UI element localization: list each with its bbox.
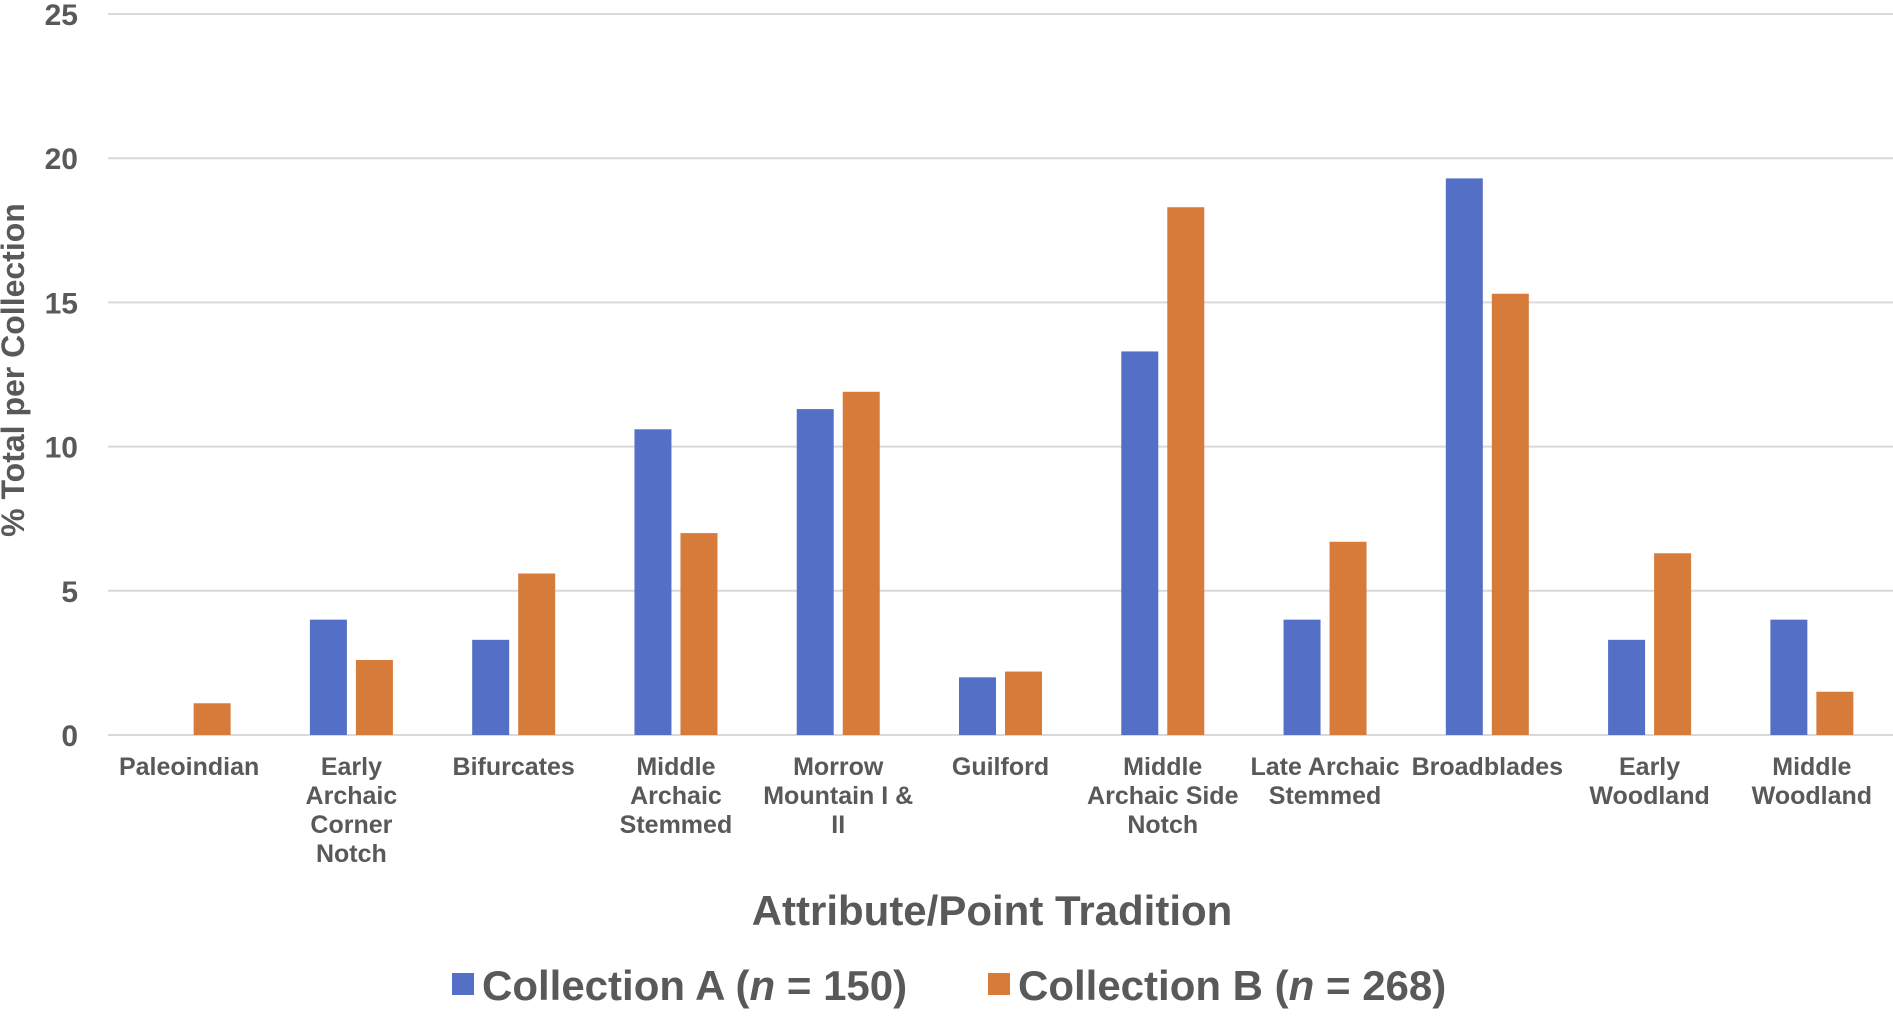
x-tick-label-line: Paleoindian	[119, 753, 259, 781]
bar-series-2-5	[1005, 671, 1042, 735]
bar-series-2-1	[355, 660, 393, 735]
y-axis-title: % Total per Collection	[0, 203, 31, 537]
bar-series-1-4	[796, 409, 834, 735]
x-tick-label: Middle Archaic Stemmed	[620, 753, 733, 839]
x-tick-label: Paleoindian	[119, 753, 259, 781]
x-tick-label: Early Woodland	[1589, 753, 1709, 810]
bar-series-2-8	[1491, 293, 1529, 735]
x-tick-label-line: Stemmed	[1269, 782, 1382, 810]
x-tick-label-line: Bifurcates	[453, 753, 575, 781]
bar-series-1-5	[959, 677, 996, 735]
x-tick-label-line: Middle	[636, 753, 715, 781]
x-axis-title: Attribute/Point Tradition	[752, 887, 1233, 934]
bar-series-1-9	[1608, 639, 1646, 735]
y-tick-label: 0	[61, 720, 78, 753]
legend-label-italic: n	[750, 962, 776, 1009]
y-tick-label: 5	[61, 576, 78, 609]
x-tick-label: Middle Woodland	[1752, 753, 1872, 810]
x-tick-label-line: Notch	[1127, 811, 1198, 839]
bar-series-1-8	[1445, 178, 1483, 735]
x-tick-label-line: Late Archaic	[1250, 753, 1399, 781]
y-axis-ticks: 0 5 10 15 20 25	[45, 0, 78, 753]
bar-series-2-6	[1167, 207, 1205, 735]
bar-series-1-7	[1283, 619, 1321, 735]
x-tick-label: Broadblades	[1412, 753, 1563, 781]
x-tick-label: Late Archaic Stemmed	[1250, 753, 1399, 810]
bar-series-2-4	[842, 391, 880, 735]
bar-series-2-9	[1654, 553, 1692, 735]
y-tick-label: 15	[45, 287, 78, 320]
x-tick-label-line: Notch	[316, 840, 387, 868]
bar-series-1-1	[309, 619, 347, 735]
legend-swatch-1	[452, 973, 474, 995]
legend-label-2: Collection B (n = 268)	[1018, 962, 1446, 1009]
x-tick-label-line: Mountain I &	[763, 782, 913, 810]
x-tick-label-line: Morrow	[793, 753, 884, 781]
y-tick-label: 20	[45, 143, 78, 176]
x-tick-label-line: Middle	[1123, 753, 1202, 781]
legend-label-text: Collection B (	[1018, 962, 1289, 1009]
x-tick-label-line: Archaic Side	[1087, 782, 1239, 810]
bar-series-1-6	[1121, 351, 1159, 735]
x-tick-label-line: Archaic	[306, 782, 398, 810]
x-axis-categories: Paleoindian Early Archaic Corner NotchBifurc…	[119, 753, 1872, 868]
x-tick-label-line: Stemmed	[620, 811, 733, 839]
x-tick-label-line: Early	[1619, 753, 1680, 781]
bars	[193, 178, 1854, 735]
x-tick-label-line: Early	[321, 753, 382, 781]
legend-label-text: Collection A (	[482, 962, 750, 1009]
x-tick-label-line: Guilford	[952, 753, 1049, 781]
bar-series-2-7	[1329, 541, 1367, 735]
bar-series-1-10	[1770, 619, 1808, 735]
x-tick-label-line: Corner	[310, 811, 392, 839]
legend-swatch-2	[988, 973, 1010, 995]
gridlines	[108, 13, 1893, 736]
x-tick-label: Middle Archaic Side Notch	[1087, 753, 1239, 839]
x-tick-label-line: Broadblades	[1412, 753, 1563, 781]
bar-series-1-2	[472, 639, 510, 735]
x-tick-label: Guilford	[952, 753, 1049, 781]
x-tick-label-line: Woodland	[1589, 782, 1709, 810]
x-tick-label: Early Archaic Corner Notch	[306, 753, 398, 868]
bar-series-1-3	[634, 429, 672, 735]
x-tick-label-line: Archaic	[630, 782, 722, 810]
bar-series-2-10	[1816, 691, 1854, 735]
legend-label-italic: n	[1289, 962, 1315, 1009]
x-tick-label-line: II	[831, 811, 845, 839]
legend-label-text: = 268)	[1314, 962, 1446, 1009]
legend: Collection A (n = 150) Collection B (n = …	[452, 962, 1446, 1009]
legend-label-text: = 150)	[775, 962, 907, 1009]
legend-label-1: Collection A (n = 150)	[482, 962, 907, 1009]
x-tick-label-line: Middle	[1772, 753, 1851, 781]
x-tick-label: Bifurcates	[453, 753, 575, 781]
bar-series-2-2	[518, 573, 556, 735]
y-tick-label: 25	[45, 0, 78, 32]
bar-series-2-0	[193, 703, 231, 735]
x-tick-label: Morrow Mountain I & II	[763, 753, 913, 839]
y-tick-label: 10	[45, 432, 78, 465]
bar-series-2-3	[680, 533, 718, 735]
x-tick-label-line: Woodland	[1752, 782, 1872, 810]
